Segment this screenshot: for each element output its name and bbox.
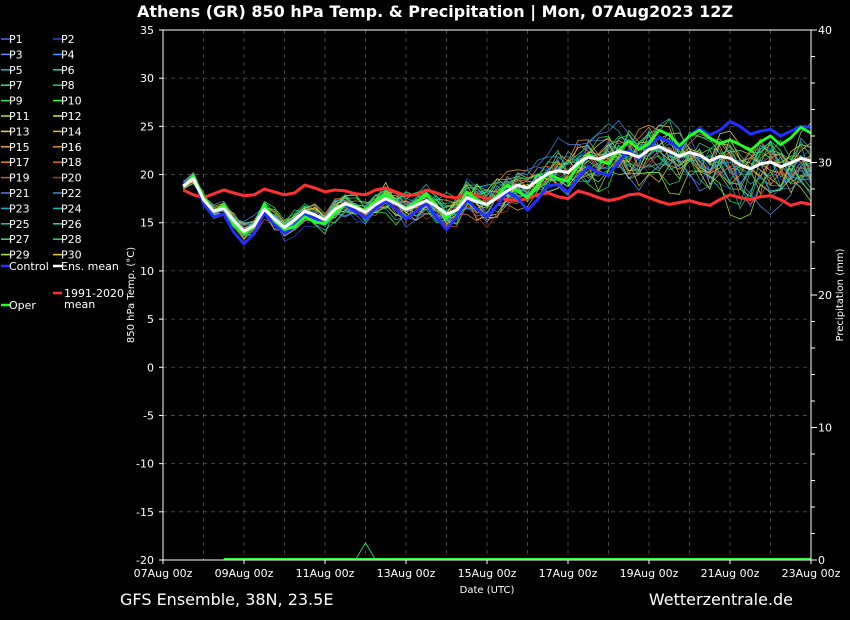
legend-label: P11 [9,110,30,123]
y2-tick-label: 0 [818,554,825,567]
x-tick-label: 07Aug 00z [134,567,193,580]
precip-spike [354,541,377,561]
y2-axis-label: Precipitation (mm) [835,248,846,341]
y2-tick-label: 10 [818,422,832,435]
legend: P1 P2 P3 P4 P5 P6 P7 P8 P9 P10 P11 P12 P13 P14 P15 P16 P… [1,33,124,312]
legend-label: P20 [61,172,82,185]
legend-label: P29 [9,249,30,262]
legend-label: P25 [9,218,30,231]
legend-label: Control [9,260,49,273]
legend-label: P8 [61,79,75,92]
x-tick-label: 13Aug 00z [377,567,436,580]
legend-label: P3 [9,48,23,61]
y-tick-label: 20 [140,169,154,182]
y-tick-label: 35 [140,24,154,37]
legend-label: Ens. mean [61,260,119,273]
y-tick-label: -15 [136,506,154,519]
y2-tick-label: 20 [818,289,832,302]
series-line-control [182,120,812,246]
member-line-p22 [183,141,812,230]
legend-label: P4 [61,48,75,61]
legend-label: P7 [9,79,23,92]
y-tick-label: 5 [147,313,154,326]
y2-axis-ticks: 40 30 20 10 0 [811,24,832,567]
x-axis-label: Date (UTC) [460,585,515,596]
footer-model: GFS Ensemble, 38N, 23.5E [120,590,333,609]
legend-label: P22 [61,187,82,200]
legend-label: P26 [61,218,82,231]
legend-label: 1991-2020 mean [64,287,124,311]
legend-label: P10 [61,95,82,108]
y-axis-label: 850 hPa Temp. (°C) [126,247,137,343]
legend-label: P24 [61,202,82,215]
y2-tick-label: 40 [818,24,832,37]
grid [162,29,812,561]
legend-label: P9 [9,95,23,108]
y-tick-label: 25 [140,120,154,133]
y-tick-label: 15 [140,217,154,230]
y-tick-label: -10 [136,458,154,471]
y-tick-label: -5 [143,409,154,422]
series-line-oper [182,125,812,235]
ensemble-members [182,118,812,561]
legend-label: P2 [61,33,75,46]
y-axis-ticks: 35 30 25 20 15 10 5 0 -5 -10 -15 -20 [136,24,163,567]
x-tick-label: 21Aug 00z [701,567,760,580]
x-axis-ticks: 07Aug 00z 09Aug 00z 11Aug 00z 13Aug 00z 15Au… [134,560,841,580]
legend-label: P27 [9,233,30,246]
highlight-series [182,120,812,246]
legend-label: P14 [61,125,82,138]
legend-label: P12 [61,110,82,123]
x-tick-label: 09Aug 00z [215,567,274,580]
y-tick-label: 10 [140,265,154,278]
legend-label: P5 [9,64,23,77]
member-line-p24 [183,132,812,233]
legend-label: P23 [9,202,30,215]
x-tick-label: 11Aug 00z [296,567,355,580]
legend-label: P13 [9,125,30,138]
legend-label: P30 [61,249,82,262]
member-line-p29 [183,159,812,235]
x-tick-label: 15Aug 00z [458,567,517,580]
legend-label: P6 [61,64,75,77]
legend-label: P18 [61,156,82,169]
legend-label: P16 [61,141,82,154]
y-tick-label: 30 [140,72,154,85]
chart-title: Athens (GR) 850 hPa Temp. & Precipitatio… [137,2,733,22]
legend-label: P28 [61,233,82,246]
x-tick-label: 23Aug 00z [782,567,841,580]
legend-label: P21 [9,187,30,200]
legend-label: P17 [9,156,30,169]
y-tick-label: 0 [147,361,154,374]
x-tick-label: 17Aug 00z [539,567,598,580]
footer-source: Wetterzentrale.de [649,590,793,609]
series-line-ens-mean [182,145,812,233]
legend-label: P15 [9,141,30,154]
x-tick-label: 19Aug 00z [620,567,679,580]
y2-tick-label: 30 [818,157,832,170]
y-tick-label: -20 [136,554,154,567]
legend-label: Oper [9,299,36,312]
legend-label: P1 [9,33,23,46]
legend-label: P19 [9,172,30,185]
